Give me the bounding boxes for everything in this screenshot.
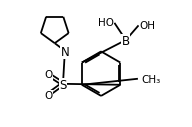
Text: S: S bbox=[59, 79, 67, 92]
Text: HO: HO bbox=[98, 18, 114, 28]
Text: CH₃: CH₃ bbox=[142, 75, 161, 85]
Text: N: N bbox=[60, 46, 69, 59]
Text: B: B bbox=[122, 35, 130, 48]
Text: OH: OH bbox=[139, 21, 155, 31]
Text: O: O bbox=[44, 70, 52, 80]
Text: O: O bbox=[44, 91, 52, 101]
